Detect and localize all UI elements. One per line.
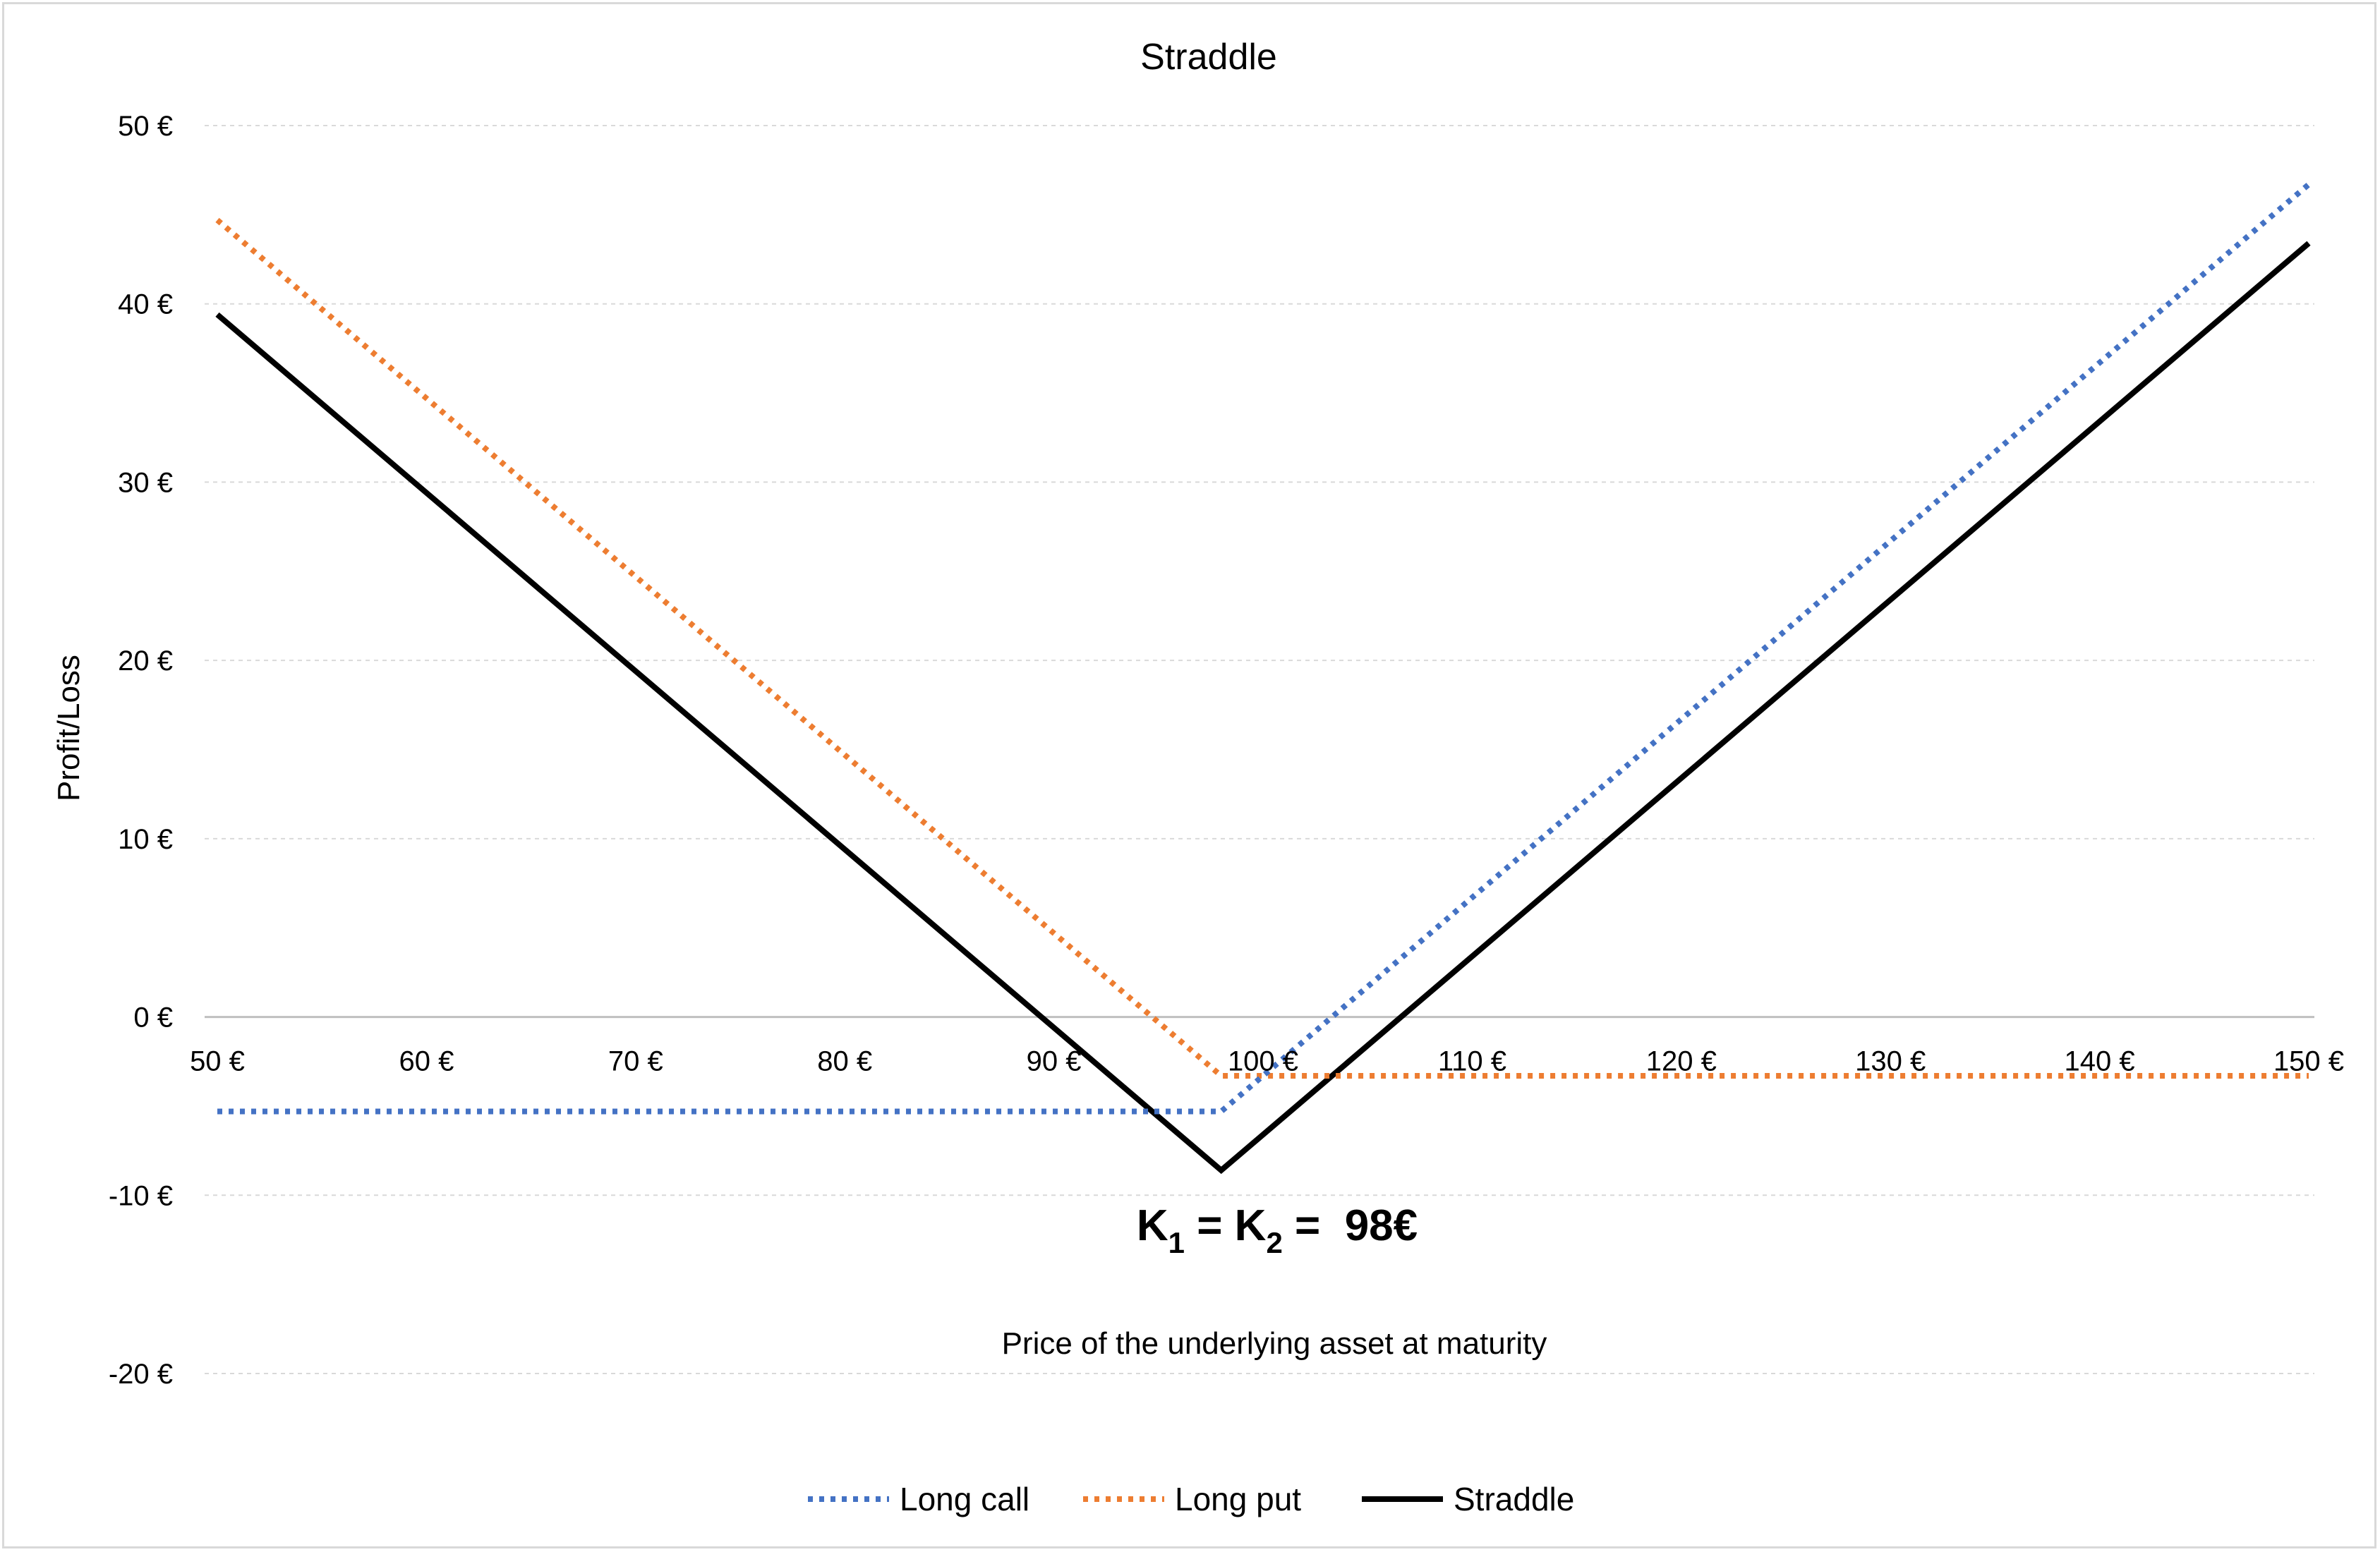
x-axis-label: Price of the underlying asset at maturit… [1002,1326,1547,1361]
y-tick-label: -10 € [109,1180,173,1211]
legend-label: Long call [900,1481,1029,1517]
y-tick-label: 50 € [118,111,173,142]
y-tick-label: 30 € [118,467,173,498]
x-tick-labels: 50 € 60 € 70 € 80 € 90 € 100 € 110 € 120 € 130 €… [190,1046,2344,1077]
y-tick-label: 40 € [118,289,173,320]
y-tick-label: 20 € [118,645,173,677]
x-tick-label: 100 € [1228,1046,1298,1077]
k2-sub: 2 [1266,1226,1282,1259]
x-tick-label: 50 € [190,1046,245,1077]
gridlines [205,125,2314,1374]
x-tick-label: 120 € [1646,1046,1717,1077]
series-line-straddle [215,241,2311,1175]
y-tick-label: 0 € [133,1002,173,1033]
x-tick-label: 60 € [399,1046,454,1077]
series-line-long-put [215,217,2309,1079]
strike-annotation: K1 = K2 = 98€ [1137,1201,1418,1259]
series-lines [215,182,2311,1175]
y-tick-label: -20 € [109,1359,173,1390]
y-tick-label: 10 € [118,824,173,855]
y-tick-labels: 50 € 40 € 30 € 20 € 10 € 0 € -10 € -20 € [109,111,173,1390]
strike-value: = 98€ [1283,1201,1418,1250]
chart-title: Straddle [1140,37,1277,78]
x-tick-label: 70 € [608,1046,663,1077]
x-tick-label: 140 € [2065,1046,2135,1077]
x-tick-label: 110 € [1438,1046,1506,1077]
x-tick-label: 90 € [1027,1046,1082,1077]
equals-1: = [1185,1201,1235,1250]
legend-label: Straddle [1454,1481,1574,1517]
legend-label: Long put [1175,1481,1301,1517]
series-line-long-call [217,182,2311,1115]
x-tick-label: 130 € [1855,1046,1926,1077]
legend: Long call Long put Straddle [808,1481,1574,1517]
k2-base: K [1235,1201,1267,1250]
k1-base: K [1137,1201,1168,1250]
x-tick-label: 80 € [817,1046,872,1077]
k1-sub: 1 [1168,1226,1185,1259]
x-tick-label: 150 € [2273,1046,2344,1077]
y-axis-label: Profit/Loss [52,655,86,801]
